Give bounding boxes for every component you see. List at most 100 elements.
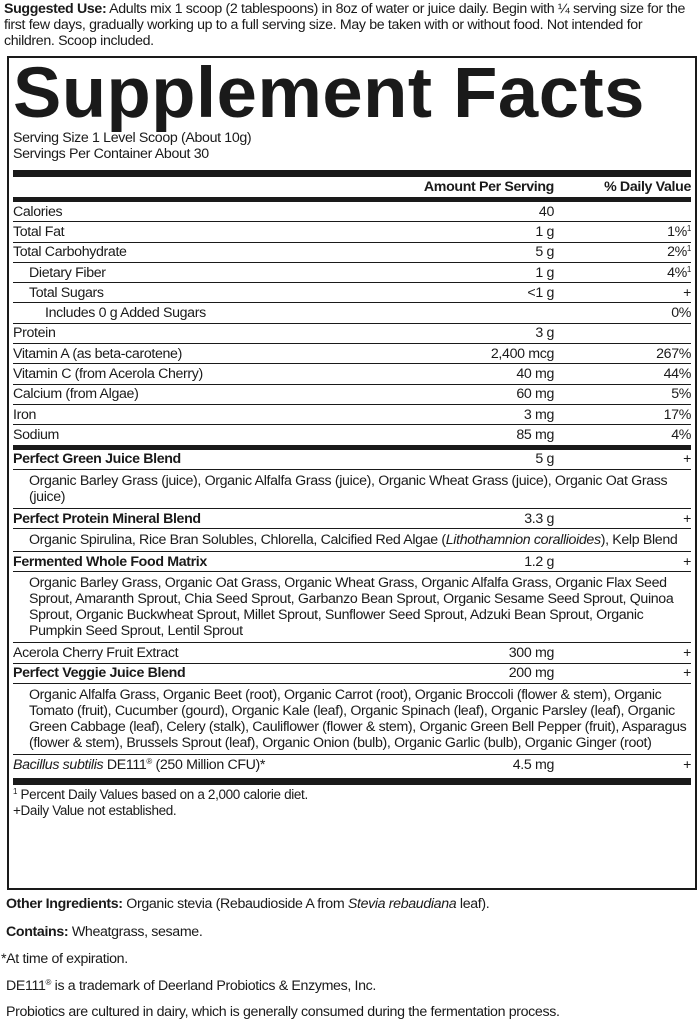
blend-name: Perfect Green Juice Blend: [13, 451, 181, 468]
label: Contains:: [6, 924, 69, 940]
ingredients-text: Organic Barley Grass, Organic Oat Grass,…: [29, 575, 674, 640]
panel-title: Supplement Facts: [13, 54, 645, 133]
nutrient-dv: 0%: [554, 305, 691, 321]
nutrient-name: Calories: [13, 203, 63, 220]
nutrient-name: Protein: [13, 325, 56, 342]
dv-footnote: 1 Percent Daily Values based on a 2,000 …: [13, 787, 691, 803]
other-ingredients: Other Ingredients: Organic stevia (Rebau…: [6, 896, 696, 912]
column-header: Amount Per Serving % Daily Value: [13, 177, 691, 197]
dv-value: 4%: [667, 264, 687, 281]
nutrient-list: Calories 40 Total Fat 1 g 1%1 Total Carb…: [13, 202, 691, 445]
nutrient-amount: 2,400 mcg: [490, 345, 554, 362]
nutrient-dv: 267%: [554, 346, 691, 362]
footnote-mark: 1: [686, 244, 691, 254]
nutrient-name: Total Sugars: [29, 284, 104, 301]
blend-dv: +: [683, 510, 691, 527]
nutrient-row: Calories 40: [13, 202, 691, 223]
divider-thick: [13, 197, 691, 202]
nutrient-amount: 300 mg: [508, 645, 555, 662]
registered-mark: ®: [146, 756, 152, 766]
ingredients-text: ), Kelp Blend: [600, 532, 678, 549]
nutrient-name: Total Fat: [13, 223, 65, 240]
nutrient-name: Total Carbohydrate: [13, 244, 127, 261]
nutrient-dv: +: [554, 285, 691, 301]
nutrient-dv: 5%: [554, 386, 691, 402]
blend-row: Perfect Green Juice Blend 5 g +: [13, 450, 691, 470]
nutrient-dv: 4%1: [554, 265, 691, 281]
acerola-row: Acerola Cherry Fruit Extract 300 mg +: [13, 643, 691, 664]
nutrient-amount: 1 g: [535, 264, 554, 281]
nutrient-row: Total Carbohydrate 5 g 2%1: [13, 243, 691, 263]
nutrient-amount: 1 g: [535, 223, 554, 240]
dv-value: 4%: [671, 426, 691, 443]
blend-ingredients: Organic Alfalfa Grass, Organic Beet (roo…: [13, 684, 691, 756]
text: Wheatgrass, sesame.: [68, 924, 203, 940]
suggested-use: Suggested Use: Adults mix 1 scoop (2 tab…: [4, 1, 694, 49]
blend-dv: +: [683, 553, 691, 570]
nutrient-name: Vitamin A (as beta-carotene): [13, 345, 182, 362]
text: is a trademark of Deerland Probiotics & …: [51, 978, 377, 994]
servings-per-container: Servings Per Container About 30: [13, 146, 209, 162]
nutrient-dv: 2%1: [554, 244, 691, 260]
dv-value: 5%: [671, 386, 691, 403]
species-name: Bacillus subtilis: [13, 756, 104, 773]
nutrient-row: Total Fat 1 g 1%1: [13, 222, 691, 243]
blend-ingredients: Organic Spirulina, Rice Bran Solubles, C…: [13, 529, 691, 553]
text: DE111: [6, 978, 46, 994]
nutrient-name: Acerola Cherry Fruit Extract: [13, 645, 179, 662]
bacillus-row: Bacillus subtilis DE111® (250 Million CF…: [13, 755, 691, 774]
nutrient-amount: 60 mg: [516, 386, 554, 403]
nutrient-amount: 40: [538, 203, 554, 220]
dv-value: 1%: [667, 223, 687, 240]
footnote-text: Percent Daily Values based on a 2,000 ca…: [17, 787, 309, 803]
nutrient-name: Calcium (from Algae): [13, 386, 139, 403]
nutrient-amount: 40 mg: [516, 366, 554, 383]
supplement-facts-panel: Supplement Facts Serving Size 1 Level Sc…: [7, 56, 697, 890]
contains: Contains: Wheatgrass, sesame.: [6, 924, 696, 940]
plus-footnote: +Daily Value not established.: [13, 803, 177, 819]
nutrient-name: Sodium: [13, 426, 60, 443]
nutrient-name: Iron: [13, 406, 37, 423]
divider-thick: [13, 444, 691, 450]
ingredients-text: Organic Spirulina, Rice Bran Solubles, C…: [29, 532, 446, 549]
blend-list: Perfect Green Juice Blend 5 g + Organic …: [13, 450, 691, 644]
nutrient-dv: 44%: [554, 366, 692, 382]
nutrient-row: Includes 0 g Added Sugars 0%: [13, 303, 691, 324]
dv-value: 2%: [667, 244, 687, 261]
nutrient-name: Bacillus subtilis DE111® (250 Million CF…: [13, 757, 394, 773]
blend-dv: +: [683, 665, 691, 682]
blend-name: Fermented Whole Food Matrix: [13, 553, 207, 570]
divider-thick: [13, 170, 691, 177]
blend-ingredients: Organic Barley Grass, Organic Oat Grass,…: [13, 572, 691, 644]
nutrient-name: Dietary Fiber: [29, 264, 106, 281]
suggested-use-text: Adults mix 1 scoop (2 tablespoons) in 8o…: [4, 1, 686, 49]
nutrient-amount: 4.5 mg: [512, 756, 555, 773]
nutrient-row: Protein 3 g: [13, 324, 691, 345]
dv-value: 267%: [656, 345, 691, 362]
registered-mark: ®: [45, 978, 52, 987]
nutrient-row: Vitamin A (as beta-carotene) 2,400 mcg 2…: [13, 344, 691, 365]
dv-value: +: [683, 284, 691, 301]
blend-amount: 5 g: [535, 451, 554, 468]
blend-amount: 200 mg: [508, 665, 555, 682]
footnotes: 1 Percent Daily Values based on a 2,000 …: [13, 785, 691, 819]
dv-header: % Daily Value: [604, 179, 691, 195]
blend-dv: +: [683, 451, 691, 468]
nutrient-dv: +: [683, 645, 691, 662]
text-italic: Stevia rebaudiana: [347, 896, 457, 912]
nutrient-amount: 85 mg: [516, 426, 554, 443]
nutrient-dv: 1%1: [554, 224, 691, 240]
nutrient-amount: <1 g: [527, 284, 554, 301]
serving-size: Serving Size 1 Level Scoop (About 10g): [13, 130, 252, 146]
veggie-blend-row: Perfect Veggie Juice Blend 200 mg +: [13, 664, 691, 683]
blend-ingredients: Organic Barley Grass (juice), Organic Al…: [13, 470, 691, 509]
trademark-note: DE111® is a trademark of Deerland Probio…: [6, 978, 696, 994]
dv-value: 0%: [671, 305, 691, 322]
blend-amount: 1.2 g: [524, 553, 554, 570]
nutrient-name: Includes 0 g Added Sugars: [45, 305, 206, 322]
text: leaf).: [456, 896, 490, 912]
dairy-note: Probiotics are cultured in dairy, which …: [6, 1004, 560, 1020]
nutrient-amount: 3 g: [535, 325, 554, 342]
amount-header: Amount Per Serving: [423, 179, 554, 195]
nutrient-amount: 3 mg: [523, 406, 555, 423]
